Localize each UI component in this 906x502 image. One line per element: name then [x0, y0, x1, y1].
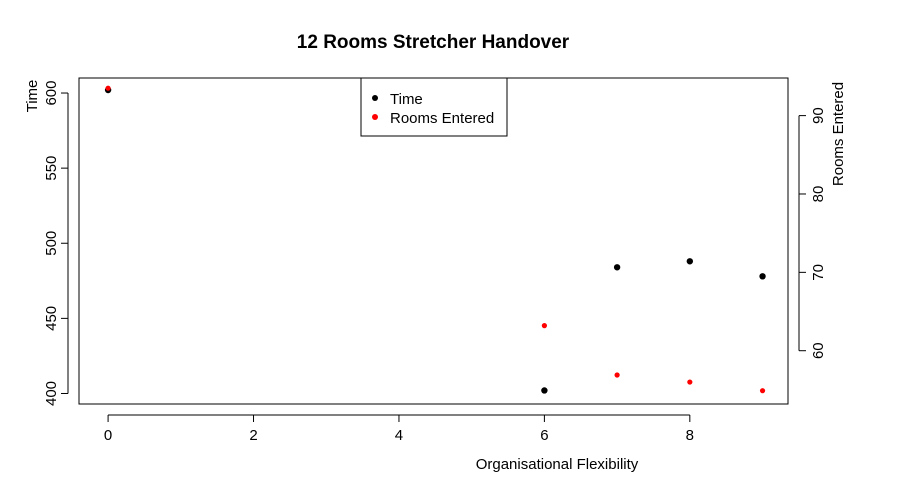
x-axis-label: Organisational Flexibility	[476, 456, 639, 473]
y-axis-right-label: Rooms Entered	[830, 82, 847, 186]
y-right-tick-label: 80	[810, 186, 827, 203]
data-point-time	[613, 264, 621, 271]
x-tick-label: 6	[540, 427, 548, 444]
y-left-tick-label: 400	[43, 381, 60, 406]
legend-label-time: Time	[390, 91, 423, 108]
legend-label-rooms-entered: Rooms Entered	[390, 110, 494, 127]
legend-marker-rooms-entered	[372, 114, 378, 120]
y-axis-left-label: Time	[24, 80, 41, 113]
data-point-rooms-entered	[687, 379, 693, 385]
data-points	[104, 85, 766, 394]
y-right-tick-label: 60	[810, 342, 827, 359]
y-left-tick-label: 450	[43, 306, 60, 331]
y-left-tick-label: 550	[43, 156, 60, 181]
chart-title: 12 Rooms Stretcher Handover	[297, 32, 570, 53]
y-right-tick-label: 90	[810, 107, 827, 124]
legend-marker-time	[372, 95, 378, 101]
y-axis-right: 60 70 80 90	[798, 107, 827, 359]
x-tick-label: 4	[395, 427, 403, 444]
data-point-rooms-entered	[105, 85, 111, 91]
data-point-rooms-entered	[614, 372, 620, 378]
legend-box	[360, 77, 508, 137]
data-point-rooms-entered	[541, 323, 547, 329]
data-point-time	[759, 273, 766, 280]
data-point-time	[686, 258, 694, 265]
x-axis: 0 2 4 6 8	[104, 414, 694, 444]
y-left-tick-label: 500	[43, 231, 60, 256]
x-tick-label: 2	[249, 427, 257, 444]
data-point-rooms-entered	[759, 388, 766, 394]
y-axis-left: 400 450 500 550 600	[43, 81, 69, 406]
y-left-tick-label: 600	[43, 81, 60, 106]
x-tick-label: 0	[104, 427, 112, 444]
y-right-tick-label: 70	[810, 264, 827, 281]
legend: Time Rooms Entered	[360, 77, 508, 137]
data-point-time	[541, 387, 548, 394]
x-tick-label: 8	[686, 427, 694, 444]
